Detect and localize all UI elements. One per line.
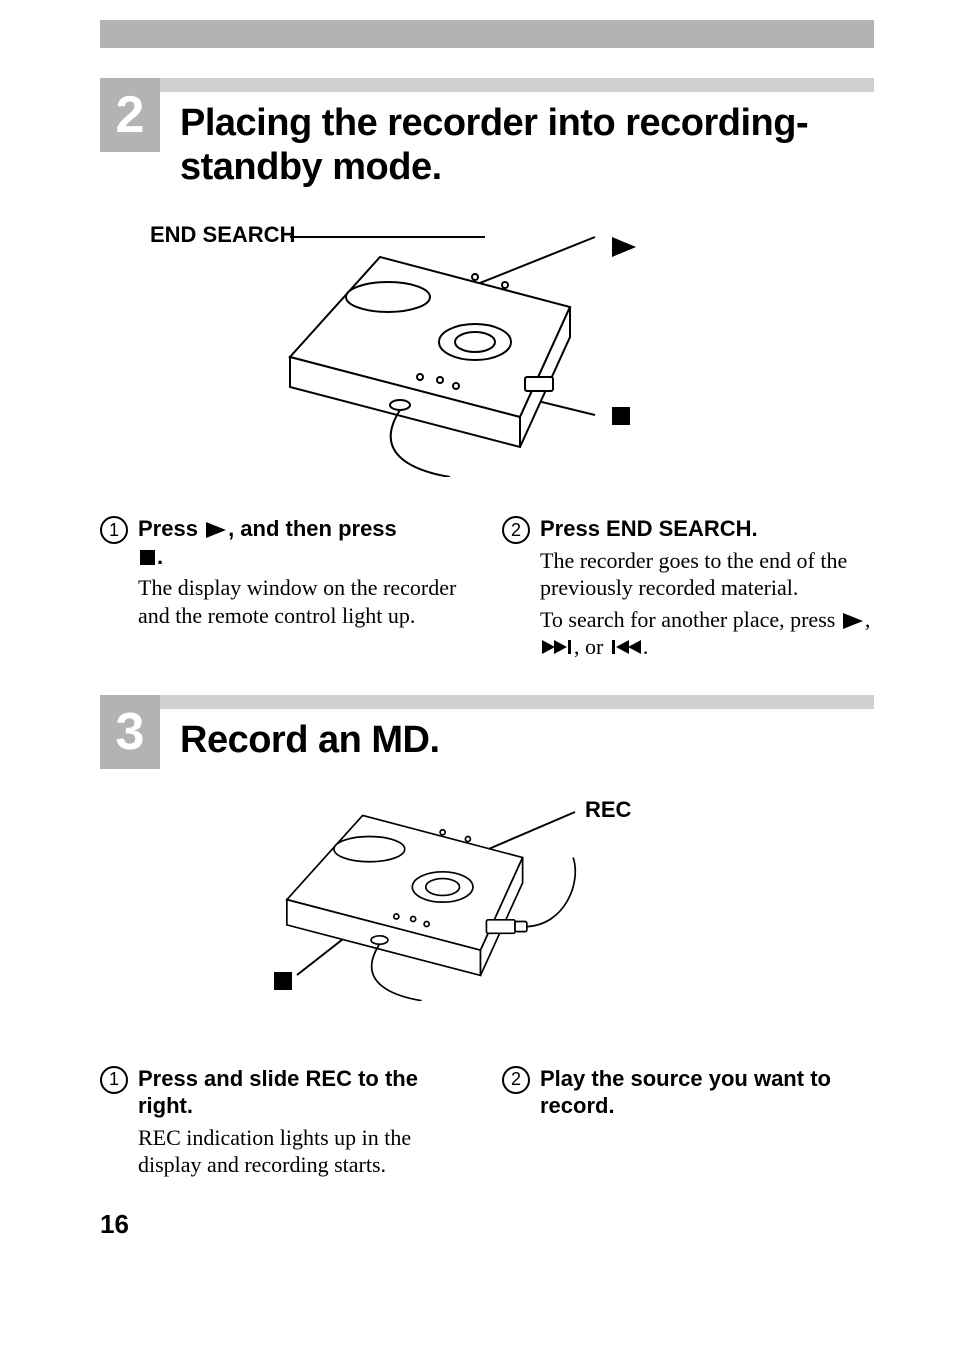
play-icon <box>610 237 638 260</box>
step-1-body: The display window on the recorder and t… <box>138 574 472 629</box>
stop-icon <box>610 407 632 429</box>
section-2-diagram: END SEARCH <box>100 217 874 497</box>
text-comma-1: , <box>865 607 871 632</box>
page-number: 16 <box>100 1209 874 1240</box>
section-3-step-1: 1 Press and slide REC to the right. REC … <box>100 1065 472 1179</box>
section-2-step-2: 2 Press END SEARCH. The recorder goes to… <box>502 515 874 661</box>
step-number-1: 1 <box>100 1066 128 1094</box>
section-2-number: 2 <box>100 78 160 152</box>
step-2-body-2: To search for another place, press , , o… <box>540 606 874 661</box>
text-period: . <box>157 544 163 569</box>
text-press: Press <box>138 516 204 541</box>
recorder-illustration <box>270 247 590 477</box>
step-number-2: 2 <box>502 516 530 544</box>
step-1-heading: Press and slide REC to the right. <box>138 1065 472 1120</box>
section-3-diagram: REC <box>100 797 874 1047</box>
end-search-label: END SEARCH <box>150 222 295 248</box>
section-2-header: 2 Placing the recorder into recording-st… <box>100 78 874 189</box>
section-3-title: Record an MD. <box>180 709 440 763</box>
section-3-number: 3 <box>100 695 160 769</box>
step-2-heading: Play the source you want to record. <box>540 1065 874 1120</box>
stop-icon <box>140 550 155 565</box>
step-2-heading: Press END SEARCH. <box>540 515 874 543</box>
section-3-header: 3 Record an MD. <box>100 695 874 769</box>
top-grey-bar <box>100 20 874 48</box>
section-3-step-2: 2 Play the source you want to record. <box>502 1065 874 1120</box>
text-to-search: To search for another place, press <box>540 607 841 632</box>
prev-track-icon <box>611 640 641 655</box>
recorder-illustration <box>270 807 590 1001</box>
section-2-title: Placing the recorder into recording-stan… <box>180 92 874 189</box>
rec-label: REC <box>585 797 631 823</box>
step-number-2: 2 <box>502 1066 530 1094</box>
section-2-step-1: 1 Press , and then press . The display w… <box>100 515 472 629</box>
step-1-body: REC indication lights up in the display … <box>138 1124 472 1179</box>
play-icon <box>206 522 226 538</box>
next-track-icon <box>542 640 572 655</box>
step-number-1: 1 <box>100 516 128 544</box>
text-or: , or <box>574 634 609 659</box>
play-icon <box>843 613 863 629</box>
text-period-2: . <box>643 634 649 659</box>
step-2-body-1: The recorder goes to the end of the prev… <box>540 547 874 602</box>
step-1-heading: Press , and then press . <box>138 515 472 570</box>
text-and-then-press: , and then press <box>228 516 397 541</box>
